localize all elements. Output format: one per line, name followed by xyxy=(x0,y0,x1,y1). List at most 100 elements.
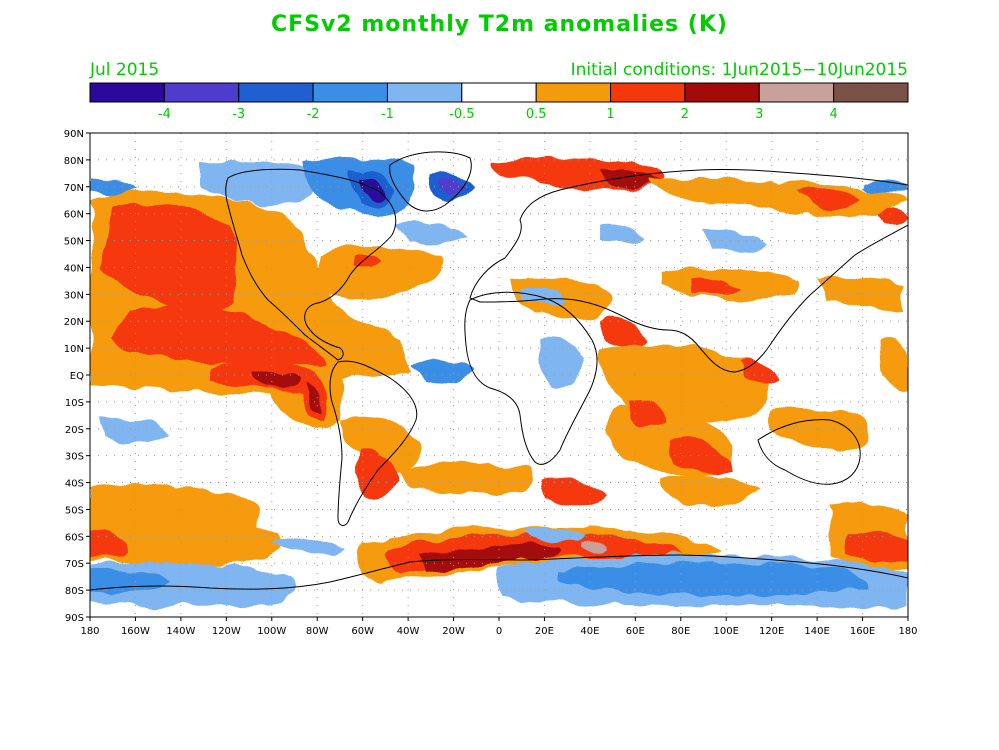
lon-label: 180 xyxy=(80,626,99,637)
lon-label: 40W xyxy=(397,626,420,637)
anomaly-region xyxy=(320,245,443,298)
colorbar-label: 3 xyxy=(755,107,763,122)
greenland-coast xyxy=(389,151,472,212)
colorbar-label: 0.5 xyxy=(526,107,547,122)
anomaly-region xyxy=(400,463,533,495)
anomaly-shading xyxy=(90,157,908,607)
anomaly-region xyxy=(520,527,585,542)
colorbar-label: 4 xyxy=(829,107,837,122)
lat-label: 90S xyxy=(65,613,84,624)
anomaly-region xyxy=(210,364,327,421)
anomaly-region xyxy=(800,189,860,210)
lat-label: 60N xyxy=(64,210,84,221)
lat-label: 40N xyxy=(64,263,84,274)
colorbar-label: -1 xyxy=(381,107,394,122)
anomaly-region xyxy=(110,305,330,368)
lon-label: 160E xyxy=(850,626,875,637)
lon-label: 0 xyxy=(496,626,502,637)
anomaly-region xyxy=(440,179,464,194)
lat-label: 30N xyxy=(64,290,84,301)
lon-label: 180 xyxy=(898,626,917,637)
north-america-coast xyxy=(225,168,397,361)
colorbar-label: -0.5 xyxy=(449,107,474,122)
valid-month: Jul 2015 xyxy=(90,60,160,80)
anomaly-region xyxy=(100,418,170,443)
anomaly-region xyxy=(860,181,908,193)
anomaly-region xyxy=(420,544,564,572)
anomaly-region xyxy=(880,338,908,390)
lon-label: 20W xyxy=(442,626,465,637)
lat-label: 30S xyxy=(65,452,84,463)
anomaly-region xyxy=(770,408,871,450)
anomaly-region xyxy=(100,205,238,316)
lon-label: 120W xyxy=(212,626,241,637)
anomaly-region xyxy=(660,474,760,507)
lon-label: 80W xyxy=(306,626,329,637)
lon-label: 100E xyxy=(714,626,739,637)
anomaly-region xyxy=(690,278,740,295)
anomaly-region xyxy=(700,229,770,254)
colorbar-label: -3 xyxy=(232,107,245,122)
graticule xyxy=(90,133,908,617)
lon-label: 100W xyxy=(257,626,286,637)
longitude-labels: 180 160W 140W 120W 100W 80W 60W 40W 20W 0 20E 40E 60… xyxy=(80,617,918,637)
lat-label: 90N xyxy=(64,129,84,140)
anomaly-region xyxy=(340,418,424,470)
colorbar-label: -4 xyxy=(158,107,171,122)
anomaly-region xyxy=(600,224,645,244)
anomaly-region xyxy=(520,288,565,306)
lon-label: 140W xyxy=(166,626,195,637)
colorbar-label: -2 xyxy=(307,107,320,122)
colorbar: -4 -3 -2 -1 -0.5 0.5 1 2 3 4 xyxy=(89,82,909,122)
anomaly-region xyxy=(305,385,322,413)
anomaly-region xyxy=(880,206,908,226)
south-america-coast xyxy=(329,360,418,526)
lon-label: 140E xyxy=(804,626,829,637)
lon-label: 20E xyxy=(535,626,554,637)
anomaly-region xyxy=(395,223,470,244)
colorbar-bin xyxy=(833,82,909,103)
lat-label: 10N xyxy=(64,344,84,355)
africa-coast xyxy=(464,291,598,465)
lat-label: 70S xyxy=(65,559,84,570)
lat-label: 80N xyxy=(64,156,84,167)
lat-label: 70N xyxy=(64,183,84,194)
anomaly-region xyxy=(600,318,650,348)
lat-label: 80S xyxy=(65,586,84,597)
initial-conditions: Initial conditions: 1Jun2015−10Jun2015 xyxy=(570,60,908,80)
australia-coast xyxy=(757,419,861,485)
lat-label: 20S xyxy=(65,425,84,436)
anomaly-region xyxy=(90,529,128,559)
anomaly-region xyxy=(250,371,300,389)
anomaly-region xyxy=(580,539,605,551)
colorbar-label: 1 xyxy=(606,107,614,122)
anomaly-region xyxy=(200,162,323,205)
latitude-labels: 90N 80N 70N 60N 50N 40N 30N 20N 10N EQ 10S 20S 30S 40… xyxy=(64,129,90,624)
lat-label: EQ xyxy=(70,371,84,382)
anomaly-region xyxy=(90,569,170,595)
colorbar-label: 2 xyxy=(681,107,689,122)
anomaly-region xyxy=(630,398,668,426)
chart-title: CFSv2 monthly T2m anomalies (K) xyxy=(271,12,728,37)
lat-label: 20N xyxy=(64,317,84,328)
lat-label: 10S xyxy=(65,398,84,409)
lon-label: 160W xyxy=(121,626,150,637)
lon-label: 40E xyxy=(580,626,599,637)
anomaly-region xyxy=(540,479,610,503)
anomaly-region xyxy=(270,537,345,555)
anomaly-region xyxy=(845,532,908,561)
lat-label: 50S xyxy=(65,505,84,516)
lat-label: 40S xyxy=(65,479,84,490)
lat-label: 50N xyxy=(64,237,84,248)
coastlines xyxy=(90,151,908,591)
lon-label: 80E xyxy=(671,626,690,637)
anomaly-region xyxy=(670,439,730,472)
anomaly-region xyxy=(360,179,386,200)
anomaly-region xyxy=(90,518,283,567)
anomaly-region xyxy=(410,362,475,383)
anomaly-region xyxy=(560,562,870,595)
anomaly-region xyxy=(538,338,585,387)
anomaly-region xyxy=(355,254,380,271)
lon-label: 60W xyxy=(351,626,374,637)
